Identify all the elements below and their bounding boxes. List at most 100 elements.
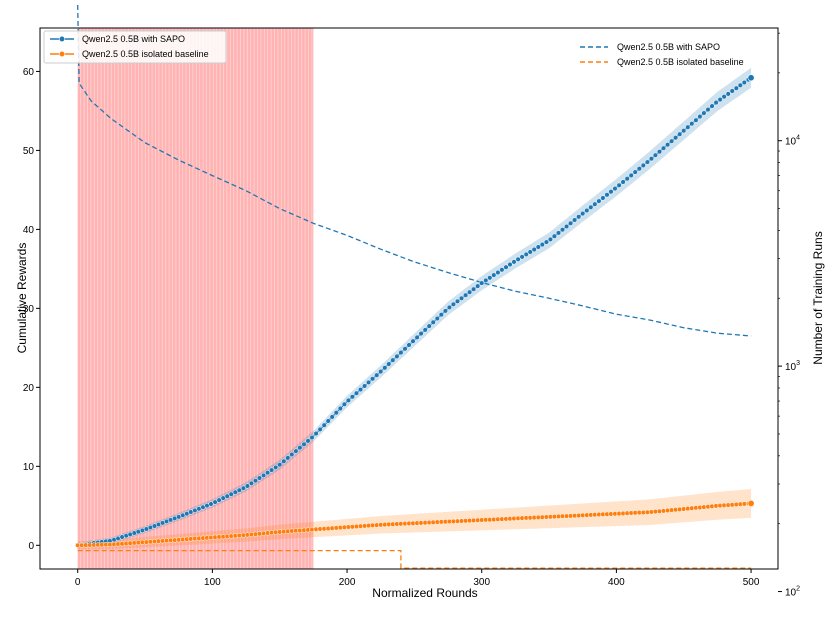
sapo-marker (600, 195, 606, 201)
sapo-marker (503, 264, 509, 270)
sapo-marker (648, 156, 654, 162)
sapo-marker (644, 159, 650, 165)
legend-right-sapo-label: Qwen2.5 0.5B with SAPO (617, 42, 720, 52)
sapo-marker (555, 230, 562, 236)
sapo-marker (273, 464, 279, 470)
sapo-marker (410, 338, 416, 344)
sapo-marker (515, 256, 521, 262)
sapo-marker (523, 251, 529, 257)
sapo-marker (697, 114, 703, 120)
sapo-marker (236, 487, 242, 493)
sapo-marker (378, 369, 384, 375)
sapo-marker (341, 401, 347, 407)
sapo-marker (256, 475, 263, 481)
shaded-region (77, 28, 314, 569)
sapo-marker (390, 357, 396, 363)
sapo-marker (309, 434, 315, 441)
y2-tick-label: 104 (785, 135, 800, 148)
sapo-marker (265, 470, 271, 476)
sapo-marker (337, 405, 343, 412)
sapo-marker (592, 201, 598, 207)
y2-tick-label: 103 (785, 360, 800, 373)
x-tick-label: 0 (75, 577, 81, 588)
sapo-marker (248, 480, 254, 486)
sapo-marker (511, 259, 517, 265)
sapo-marker (398, 350, 404, 356)
sapo-marker (576, 214, 582, 220)
x-axis-label: Normalized Rounds (372, 586, 477, 600)
sapo-marker (725, 91, 731, 97)
sapo-marker (705, 107, 711, 113)
sapo-marker (370, 376, 376, 382)
sapo-marker (450, 301, 456, 307)
sapo-marker (636, 166, 642, 172)
sapo-marker (685, 124, 691, 130)
sapo-end-marker (747, 74, 755, 82)
sapo-marker (232, 489, 238, 495)
sapo-marker (568, 220, 574, 226)
baseline-end-marker (747, 499, 755, 507)
baseline-runs-dashed-line (77, 549, 752, 569)
sapo-marker (669, 138, 675, 144)
sapo-marker (353, 390, 360, 396)
sapo-marker (458, 295, 465, 301)
sapo-marker (281, 458, 287, 464)
sapo-marker (681, 128, 687, 134)
sapo-marker (527, 249, 533, 255)
sapo-marker (293, 448, 299, 454)
y-axis-label: Cumulative Rewards (15, 243, 29, 354)
sapo-marker (737, 82, 743, 88)
sapo-marker (261, 472, 267, 478)
x-tick-label: 300 (473, 577, 490, 588)
sapo-marker (620, 179, 626, 185)
sapo-marker (539, 242, 545, 248)
y-tick-label: 40 (23, 225, 35, 236)
sapo-marker (357, 387, 364, 393)
sapo-marker (313, 430, 319, 437)
y-tick-label: 10 (23, 462, 35, 473)
sapo-marker (741, 79, 747, 86)
sapo-marker (366, 379, 372, 385)
sapo-marker (656, 149, 663, 155)
sapo-marker (442, 308, 448, 314)
sapo-marker (491, 272, 497, 278)
legend-left-box (43, 30, 227, 64)
sapo-marker (660, 145, 667, 151)
sapo-marker (426, 323, 432, 329)
sapo-marker (349, 394, 355, 400)
y2-axis-label: Number of Training Runs (811, 231, 825, 364)
sapo-marker (285, 455, 291, 461)
legend-right: Qwen2.5 0.5B with SAPO Qwen2.5 0.5B isol… (580, 42, 744, 67)
sapo-marker (721, 94, 727, 100)
sapo-marker (717, 97, 723, 103)
sapo-marker (434, 315, 440, 322)
sapo-marker (212, 499, 218, 505)
sapo-marker (588, 204, 594, 210)
sapo-marker (677, 131, 683, 137)
sapo-marker (228, 491, 234, 497)
sapo-marker (333, 410, 339, 416)
sapo-marker (487, 275, 493, 281)
x-tick-label: 400 (608, 577, 625, 588)
sapo-marker (386, 361, 392, 367)
sapo-marker (224, 493, 230, 499)
sapo-marker (584, 207, 590, 214)
sapo-marker (628, 172, 634, 178)
legend-left-baseline-marker (58, 50, 66, 58)
sapo-marker (640, 162, 646, 168)
sapo-marker (693, 117, 699, 123)
sapo-marker (673, 135, 679, 141)
sapo-marker (652, 152, 658, 158)
sapo-marker (572, 217, 578, 223)
sapo-marker (345, 397, 351, 403)
sapo-marker (277, 462, 283, 468)
sapo-marker (297, 445, 303, 451)
sapo-marker (374, 372, 380, 378)
sapo-marker (438, 312, 444, 318)
sapo-marker (269, 467, 275, 473)
sapo-marker (240, 485, 246, 491)
sapo-marker (531, 246, 537, 253)
sapo-marker (483, 277, 489, 283)
sapo-marker (580, 211, 586, 217)
sapo-marker (216, 497, 222, 503)
